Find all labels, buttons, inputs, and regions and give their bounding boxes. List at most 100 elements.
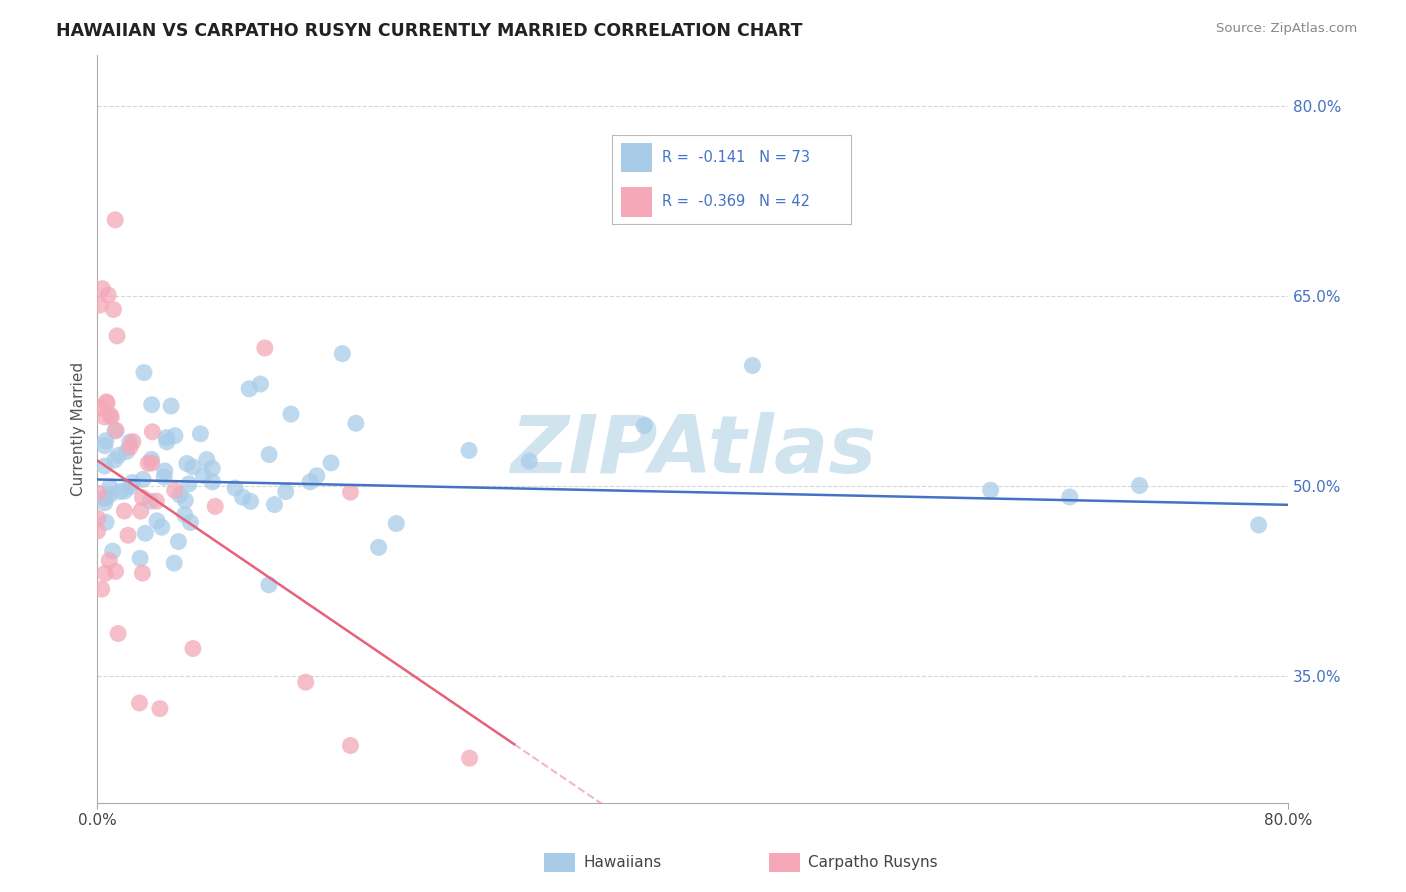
- Point: [263, 498, 285, 512]
- Point: [141, 425, 163, 439]
- Point: [131, 566, 153, 580]
- Point: [204, 500, 226, 514]
- Point: [190, 426, 212, 441]
- Point: [136, 456, 159, 470]
- Point: [339, 739, 361, 753]
- Point: [103, 302, 125, 317]
- Point: [201, 475, 224, 489]
- Point: [249, 376, 271, 391]
- Point: [1128, 478, 1150, 492]
- Point: [115, 444, 138, 458]
- Point: [174, 493, 197, 508]
- Point: [118, 440, 141, 454]
- Point: [163, 428, 186, 442]
- Point: [193, 468, 215, 483]
- Point: [134, 526, 156, 541]
- Point: [132, 472, 155, 486]
- Point: [121, 475, 143, 490]
- Point: [153, 470, 176, 484]
- Point: [181, 459, 204, 474]
- Point: [129, 504, 152, 518]
- Point: [89, 298, 111, 312]
- Point: [145, 494, 167, 508]
- Point: [257, 578, 280, 592]
- Point: [87, 486, 110, 500]
- Point: [94, 491, 117, 506]
- Bar: [621, 187, 652, 217]
- Point: [87, 511, 110, 525]
- Point: [980, 483, 1002, 498]
- Point: [141, 398, 163, 412]
- Point: [330, 346, 353, 360]
- Point: [367, 541, 389, 555]
- Point: [104, 424, 127, 438]
- Point: [94, 496, 117, 510]
- Point: [94, 491, 117, 505]
- Point: [98, 480, 121, 494]
- Point: [105, 329, 128, 343]
- Point: [156, 434, 179, 449]
- Point: [305, 468, 328, 483]
- Point: [155, 431, 177, 445]
- Point: [224, 481, 246, 495]
- Text: HAWAIIAN VS CARPATHO RUSYN CURRENTLY MARRIED CORRELATION CHART: HAWAIIAN VS CARPATHO RUSYN CURRENTLY MAR…: [56, 22, 803, 40]
- Point: [94, 566, 117, 581]
- Point: [238, 382, 260, 396]
- Text: R =  -0.141   N = 73: R = -0.141 N = 73: [662, 150, 810, 165]
- Point: [97, 288, 120, 302]
- Bar: [621, 143, 652, 172]
- Point: [201, 461, 224, 475]
- Point: [94, 439, 117, 453]
- Text: ZIPAtlas: ZIPAtlas: [510, 412, 876, 491]
- Point: [458, 751, 481, 765]
- Point: [122, 434, 145, 449]
- Point: [146, 514, 169, 528]
- Point: [385, 516, 408, 531]
- Point: [179, 516, 201, 530]
- Point: [107, 449, 129, 463]
- Point: [141, 452, 163, 467]
- Point: [149, 701, 172, 715]
- Point: [132, 366, 155, 380]
- Point: [169, 488, 191, 502]
- Point: [344, 417, 367, 431]
- Point: [107, 626, 129, 640]
- Point: [87, 401, 110, 415]
- Point: [114, 484, 136, 499]
- Point: [239, 494, 262, 508]
- Point: [128, 696, 150, 710]
- Point: [167, 534, 190, 549]
- Point: [173, 508, 195, 522]
- Point: [176, 457, 198, 471]
- Point: [150, 520, 173, 534]
- Text: Source: ZipAtlas.com: Source: ZipAtlas.com: [1216, 22, 1357, 36]
- Point: [94, 516, 117, 530]
- Point: [100, 409, 122, 423]
- Point: [141, 456, 163, 470]
- Point: [96, 396, 118, 410]
- Point: [96, 394, 118, 409]
- Point: [100, 410, 122, 425]
- Point: [458, 443, 481, 458]
- Point: [98, 488, 121, 502]
- Y-axis label: Currently Married: Currently Married: [72, 362, 86, 496]
- Point: [118, 435, 141, 450]
- Point: [257, 448, 280, 462]
- Point: [93, 410, 115, 425]
- Point: [104, 453, 127, 467]
- Point: [294, 675, 316, 690]
- Point: [131, 491, 153, 505]
- Point: [232, 490, 254, 504]
- Point: [94, 434, 117, 448]
- Point: [91, 282, 114, 296]
- Point: [105, 424, 128, 438]
- Point: [1059, 490, 1081, 504]
- Point: [104, 565, 127, 579]
- Point: [741, 359, 763, 373]
- Point: [139, 494, 162, 508]
- Point: [280, 407, 302, 421]
- Point: [120, 480, 142, 494]
- Point: [98, 553, 121, 567]
- Point: [299, 475, 322, 489]
- Point: [1247, 518, 1270, 533]
